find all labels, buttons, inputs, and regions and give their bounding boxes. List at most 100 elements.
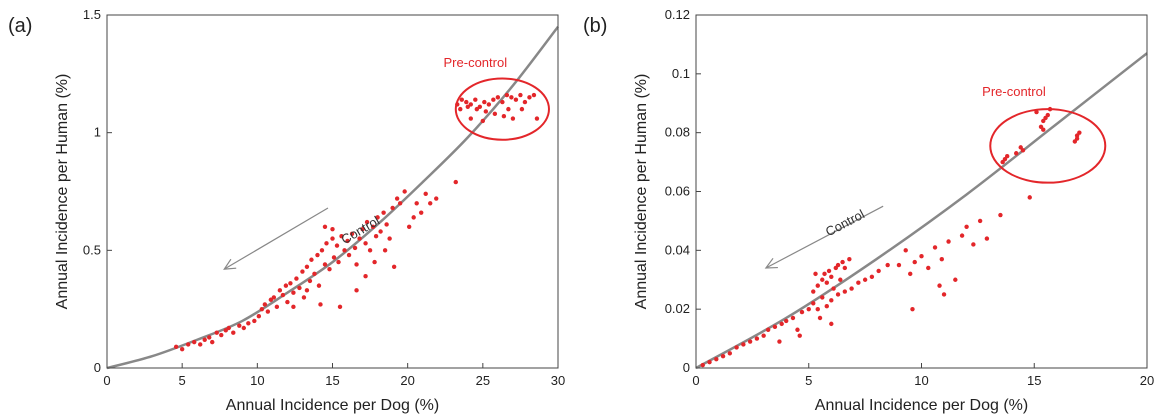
data-point-b: [1034, 109, 1039, 115]
data-point-a: [241, 325, 247, 331]
data-point-a: [453, 179, 458, 185]
fit-curve-a: [106, 26, 559, 370]
data-point-a: [331, 255, 337, 260]
y-ticks-a: 0 0.5 1 1.5: [83, 7, 112, 375]
y-tick-label-b: 0: [683, 360, 690, 375]
data-point-a: [477, 104, 483, 109]
data-point-a: [327, 266, 332, 272]
x-axis-label-a: Annual Incidence per Dog (%): [226, 397, 439, 414]
data-point-a: [372, 259, 377, 265]
data-point-a: [179, 346, 185, 352]
control-arrow-a: [223, 207, 329, 270]
data-point-a: [318, 302, 323, 307]
data-point-b: [700, 362, 705, 368]
data-point-b: [707, 359, 712, 365]
control-label-a: Control: [338, 213, 382, 247]
data-point-b: [941, 292, 947, 297]
data-point-a: [354, 288, 359, 293]
data-point-b: [1074, 136, 1080, 141]
data-point-a: [288, 281, 293, 286]
data-point-b: [822, 271, 827, 277]
x-ticks-b: 0 5 10 15 20: [692, 363, 1154, 388]
data-point-b: [720, 354, 726, 359]
data-point-b: [741, 342, 746, 347]
data-point-b: [727, 351, 733, 356]
data-point-b: [908, 271, 913, 277]
data-point-b: [919, 254, 924, 259]
data-point-b: [820, 277, 825, 282]
data-point-a: [363, 241, 368, 246]
data-point-a: [387, 236, 392, 241]
data-point-a: [252, 318, 257, 324]
data-point-a: [384, 222, 389, 227]
data-point-b: [840, 259, 845, 265]
data-point-b: [754, 336, 760, 341]
data-point-b: [998, 212, 1003, 218]
data-point-b: [772, 324, 778, 330]
control-arrow-b: [764, 205, 884, 269]
y-tick-label-b: 0.06: [665, 184, 690, 199]
data-point-a: [411, 215, 416, 220]
data-point-a: [237, 323, 242, 328]
data-point-a: [226, 325, 231, 331]
data-point-a: [491, 97, 496, 102]
data-point-a: [319, 248, 325, 253]
data-point-a: [354, 262, 359, 267]
data-point-a: [324, 241, 329, 246]
data-point-a: [207, 335, 212, 340]
data-point-a: [342, 248, 347, 253]
data-point-b: [765, 327, 771, 332]
data-point-a: [434, 196, 439, 201]
data-point-a: [291, 290, 296, 295]
precontrol-ellipse-a: [454, 77, 550, 141]
x-tick-label-a: 30: [551, 373, 565, 388]
data-point-b: [824, 304, 829, 309]
data-point-a: [459, 97, 464, 102]
data-point-a: [531, 92, 537, 98]
data-point-a: [307, 278, 313, 284]
y-tick-label-b: 0.12: [665, 7, 690, 22]
y-tick-label-b: 0.02: [665, 301, 690, 316]
data-point-b: [959, 233, 965, 238]
data-point-a: [291, 304, 296, 310]
data-point-b: [876, 268, 881, 274]
x-tick-label-a: 15: [325, 373, 339, 388]
data-point-b: [971, 242, 976, 247]
data-point-a: [352, 245, 358, 251]
data-point-a: [373, 234, 379, 239]
data-point-a: [510, 116, 516, 121]
data-point-a: [223, 328, 228, 333]
fit-curve-line-b: [695, 52, 1148, 370]
data-point-b: [761, 333, 766, 338]
data-point-a: [464, 99, 469, 105]
data-point-b: [926, 265, 931, 271]
data-point-a: [202, 337, 207, 342]
data-point-b: [829, 274, 834, 280]
data-point-a: [492, 111, 498, 117]
data-point-a: [283, 283, 289, 288]
data-point-a: [322, 262, 328, 267]
data-point-a: [185, 342, 191, 347]
data-point-b: [1014, 151, 1019, 156]
scatter-points-b: [700, 106, 1082, 368]
data-point-a: [458, 106, 463, 112]
data-point-a: [474, 106, 480, 112]
plot-frame-a: [106, 14, 559, 369]
y-tick-label-a: 1.5: [83, 7, 101, 22]
data-point-b: [831, 286, 836, 291]
data-point-a: [364, 219, 370, 225]
data-point-b: [824, 280, 829, 285]
x-tick-label-b: 10: [914, 373, 928, 388]
data-point-a: [473, 97, 478, 102]
data-point-b: [939, 256, 944, 262]
data-point-b: [806, 306, 811, 312]
data-point-a: [330, 236, 335, 241]
y-axis-label-b: Annual Incidence per Human (%): [633, 74, 650, 310]
data-point-b: [903, 248, 908, 253]
data-point-a: [486, 102, 492, 107]
x-tick-label-b: 0: [692, 373, 699, 388]
y-tick-label-a: 0.5: [83, 242, 101, 257]
x-tick-label-a: 20: [400, 373, 414, 388]
data-point-b: [838, 277, 843, 282]
